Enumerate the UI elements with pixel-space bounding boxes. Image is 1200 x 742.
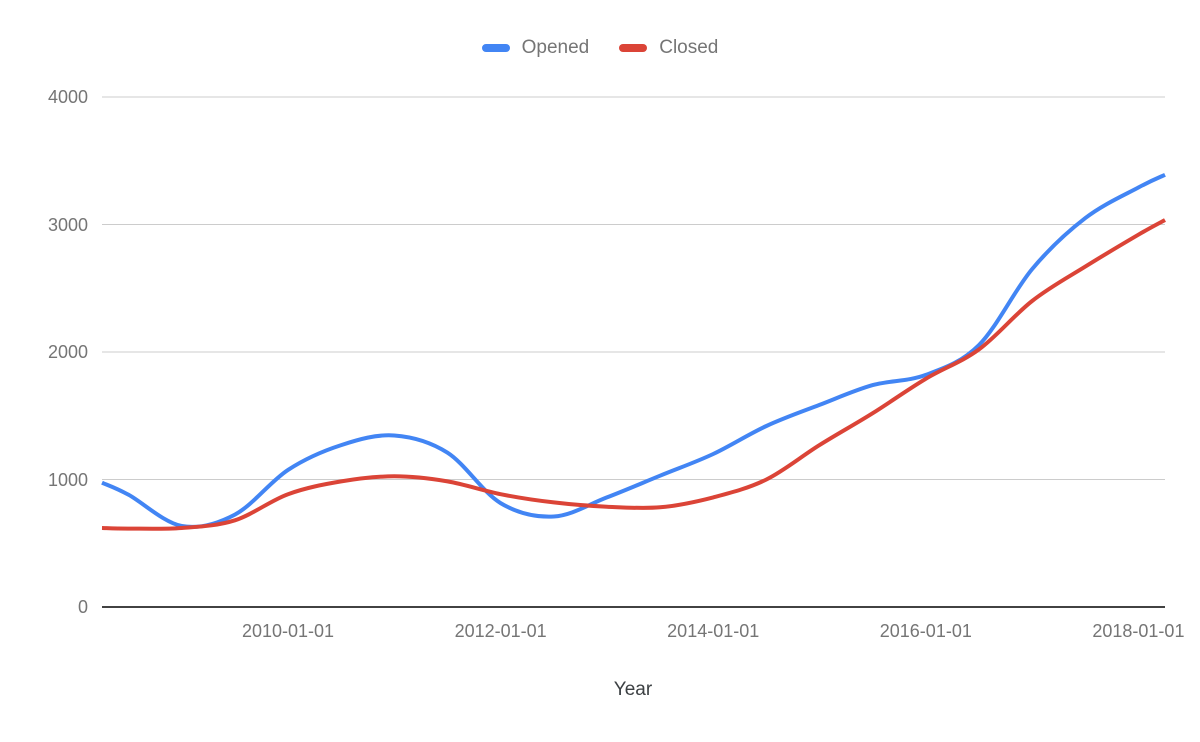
x-tick-label-2014: 2014-01-01 xyxy=(667,621,760,641)
y-tick-label-0: 0 xyxy=(77,597,88,617)
legend-label-opened: Opened xyxy=(521,37,590,58)
x-tick-label-2010: 2010-01-01 xyxy=(241,621,335,641)
y-tick-label-4000: 4000 xyxy=(47,87,88,107)
x-tick-label-2018: 2018-01-01 xyxy=(1092,621,1185,641)
chart-legend: Opened Closed xyxy=(0,34,1200,62)
y-tick-label-1000: 1000 xyxy=(47,469,88,490)
legend-swatch-closed xyxy=(619,44,648,52)
y-tick-label-2000: 2000 xyxy=(47,342,88,362)
opened-line[interactable] xyxy=(101,172,1166,529)
legend-item-closed: Closed xyxy=(619,37,718,59)
legend-label-closed: Closed xyxy=(659,37,719,58)
x-tick-label-2012: 2012-01-01 xyxy=(454,621,547,641)
x-tick-label-2016: 2016-01-01 xyxy=(879,621,972,641)
y-tick-label-3000: 3000 xyxy=(47,214,88,235)
x-axis-title: Year xyxy=(613,679,653,700)
closed-line[interactable] xyxy=(101,218,1166,531)
legend-item-opened: Opened xyxy=(481,37,590,59)
legend-swatch-opened xyxy=(481,44,510,52)
